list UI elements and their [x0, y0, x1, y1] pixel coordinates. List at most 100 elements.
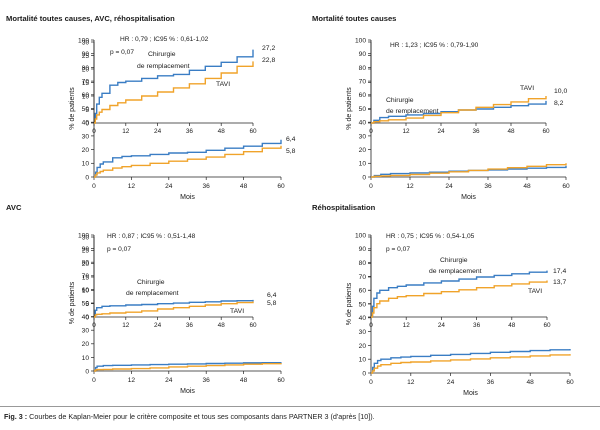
inset-chart: 0 12 24 36 48 60 HR : 0,75 ; IC95 % : 0,54-1,0…: [368, 233, 551, 329]
series-line-tavi-main: [94, 145, 282, 178]
inset-x-tick-label: 0: [369, 322, 373, 329]
y-tick-label: 40: [359, 120, 367, 127]
y-tick-label: 30: [82, 133, 90, 140]
series-line-tavi-inset: [371, 96, 547, 124]
x-tick-label: 48: [523, 183, 531, 190]
inset-y-tick-label: 5: [85, 107, 89, 114]
chirurgie-series-label-line2: de remplacement: [429, 268, 482, 275]
y-tick-label: 20: [359, 147, 367, 154]
inset-x-tick-label: 12: [122, 322, 130, 329]
y-tick-label: 10: [359, 357, 367, 364]
inset-x-tick-label: 48: [508, 322, 516, 329]
series-line-chirurgie-inset: [94, 299, 254, 318]
inset-x-tick-label: 24: [154, 322, 162, 329]
inset-y-tick-label: 30: [82, 39, 90, 46]
y-axis-label: % de patients: [69, 281, 76, 324]
y-tick-label: 100: [78, 232, 89, 239]
inset-x-tick-label: 48: [507, 128, 515, 135]
inset-x-tick-label: 60: [543, 322, 551, 329]
tavi-series-label: TAVI: [520, 85, 534, 92]
chirurgie-series-label-line2: de remplacement: [126, 290, 179, 297]
y-tick-label: 30: [82, 328, 90, 335]
inset-x-tick-label: 24: [154, 128, 162, 135]
series-line-chirurgie-main: [371, 349, 571, 374]
x-tick-label: 48: [527, 379, 535, 386]
caption-text: Courbes de Kaplan-Meier pour le critère …: [27, 412, 375, 421]
end-value-label: 13,7: [553, 279, 566, 286]
chart-title: Réhospitalisation: [312, 203, 376, 212]
series-line-chirurgie-inset: [371, 270, 548, 318]
inset-x-tick-label: 60: [249, 128, 257, 135]
hr-annotation: HR : 0,75 ; IC95 % : 0,54-1,05: [386, 233, 475, 240]
inset-y-tick-label: 5: [85, 301, 89, 308]
caption-label: Fig. 3 :: [4, 412, 28, 421]
x-tick-label: 36: [203, 377, 211, 384]
x-tick-label: 24: [447, 379, 455, 386]
y-tick-label: 100: [355, 232, 366, 239]
y-tick-label: 10: [82, 161, 90, 168]
y-tick-label: 40: [82, 120, 90, 127]
inset-y-tick-label: 10: [82, 93, 90, 100]
caption-divider: [0, 406, 600, 407]
y-tick-label: 70: [359, 79, 367, 86]
y-tick-label: 80: [359, 65, 367, 72]
y-tick-label: 20: [359, 343, 367, 350]
y-tick-label: 80: [82, 260, 90, 267]
y-tick-label: 40: [359, 315, 367, 322]
chirurgie-series-label: Chirurgie: [137, 279, 165, 286]
y-tick-label: 0: [362, 370, 366, 377]
inset-x-tick-label: 24: [437, 128, 445, 135]
end-value-label: 27,2: [262, 45, 275, 52]
x-tick-label: 24: [165, 183, 173, 190]
chirurgie-series-label-line2: de remplacement: [137, 63, 190, 70]
end-value-label: 6,4: [286, 136, 296, 143]
y-tick-label: 70: [359, 274, 367, 281]
series-line-tavi-inset: [371, 280, 548, 318]
x-tick-label: 0: [92, 183, 96, 190]
series-line-tavi-main: [371, 354, 571, 374]
inset-x-tick-label: 60: [249, 322, 257, 329]
end-value-label: 22,8: [262, 57, 275, 64]
hr-annotation: HR : 1,23 ; IC95 % : 0,79-1,90: [390, 42, 479, 49]
p-value-annotation: p = 0,07: [107, 246, 131, 253]
tavi-series-label: TAVI: [528, 288, 542, 295]
y-tick-label: 50: [82, 300, 90, 307]
x-tick-label: 60: [277, 183, 285, 190]
x-tick-label: 24: [165, 377, 173, 384]
y-tick-label: 0: [85, 174, 89, 181]
x-tick-label: 0: [92, 377, 96, 384]
x-tick-label: 36: [487, 379, 495, 386]
x-axis-label: Mois: [180, 194, 195, 201]
chirurgie-series-label: Chirurgie: [148, 51, 176, 58]
tavi-series-label: TAVI: [216, 81, 230, 88]
x-tick-label: 0: [369, 183, 373, 190]
hr-annotation: HR : 0,79 ; IC95 % : 0,61-1,02: [120, 36, 209, 43]
y-tick-label: 20: [82, 341, 90, 348]
x-tick-label: 12: [406, 183, 414, 190]
chirurgie-series-label-line2: de remplacement: [386, 108, 439, 115]
inset-x-tick-label: 12: [403, 322, 411, 329]
hr-annotation: HR : 0,87 ; IC95 % : 0,51-1,48: [107, 233, 196, 240]
inset-x-tick-label: 48: [218, 322, 226, 329]
y-axis-label: % de patients: [69, 87, 76, 130]
inset-y-tick-label: 10: [82, 288, 90, 295]
x-axis-label: Mois: [180, 388, 195, 395]
kaplan-meier-figure: Mortalité toutes causes, AVC, réhospital…: [6, 14, 574, 397]
inset-chart: 0 5 10 15 20 25 30 0 12 24 36 48 60 HR : 0,87 ; IC95 …: [82, 233, 257, 329]
y-tick-label: 100: [355, 37, 366, 44]
x-tick-label: 24: [445, 183, 453, 190]
inset-x-tick-label: 12: [122, 128, 130, 135]
y-tick-label: 20: [82, 147, 90, 154]
x-axis-label: Mois: [463, 390, 478, 397]
series-line-chirurgie-inset: [94, 49, 254, 124]
x-tick-label: 0: [369, 379, 373, 386]
inset-y-tick-label: 0: [85, 314, 89, 321]
inset-x-tick-label: 0: [92, 128, 96, 135]
chart-title: Mortalité toutes causes: [312, 14, 396, 23]
series-line-chirurgie-main: [94, 362, 282, 372]
end-value-label: 10,0: [554, 88, 567, 95]
series-line-tavi-inset: [94, 301, 254, 318]
p-value-annotation: p = 0,07: [110, 49, 134, 56]
inset-y-tick-label: 15: [82, 80, 90, 87]
series-line-tavi-main: [94, 363, 282, 372]
